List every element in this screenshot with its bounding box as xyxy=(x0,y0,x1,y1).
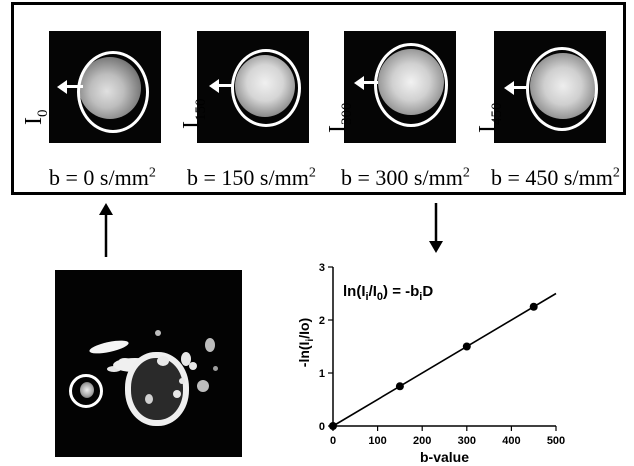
arrow-left-icon xyxy=(362,81,378,84)
arrow-left-icon xyxy=(512,86,528,89)
x-tick-label: 400 xyxy=(502,435,520,447)
fit-line xyxy=(332,292,557,427)
dwi-image-b0 xyxy=(49,31,161,143)
intensity-label-300: I300 xyxy=(325,102,355,134)
roi-circle xyxy=(374,43,448,127)
dwi-image-b150 xyxy=(197,31,309,143)
roi-circle xyxy=(526,47,598,131)
arrow-head-icon xyxy=(504,81,514,95)
x-axis-label: b-value xyxy=(420,449,469,465)
x-tick-label: 500 xyxy=(547,435,565,447)
x-tick-label: 200 xyxy=(413,435,431,447)
y-tick-label: 1 xyxy=(319,368,325,380)
arrow-head-icon xyxy=(354,76,364,90)
y-tick-label: 3 xyxy=(319,262,325,274)
image-panel-frame: I0 b = 0 s/mm2 I150 b = 150 s/mm2 I300 b… xyxy=(11,2,626,195)
arrow-down-icon xyxy=(429,203,443,253)
diffusion-chart: 0 100 200 300 400 500 0 1 2 3 b-value -ln(Ii/Io) ln(… xyxy=(296,262,565,465)
roi-circle xyxy=(69,374,103,408)
b-value-label-0: b = 0 s/mm2 xyxy=(49,165,156,190)
data-point xyxy=(329,422,337,430)
x-tick-label: 100 xyxy=(368,435,386,447)
b-value-label-300: b = 300 s/mm2 xyxy=(341,165,470,190)
arrow-up-icon xyxy=(99,203,113,257)
intensity-label-0: I0 xyxy=(21,109,51,126)
roi-circle xyxy=(77,51,149,133)
b-value-label-150: b = 150 s/mm2 xyxy=(187,165,316,190)
y-axis-label: -ln(Ii/Io) xyxy=(296,318,316,367)
arrow-left-icon xyxy=(217,84,233,87)
y-tick-label: 0 xyxy=(319,421,325,433)
x-tick-label: 0 xyxy=(330,435,336,447)
data-point xyxy=(462,342,471,351)
arrow-left-icon xyxy=(65,85,83,88)
equation-label: ln(Ii/I0) = -biD xyxy=(343,283,433,303)
arrow-head-icon xyxy=(57,80,67,94)
dwi-image-b300 xyxy=(344,31,456,143)
b-value-label-450: b = 450 s/mm2 xyxy=(491,165,620,190)
intensity-label-150: I150 xyxy=(179,98,209,130)
dwi-image-b450 xyxy=(494,31,606,143)
data-point xyxy=(395,382,404,391)
y-tick-label: 2 xyxy=(319,315,325,327)
roi-circle xyxy=(231,49,301,127)
data-point xyxy=(529,302,538,311)
mri-slice-image xyxy=(55,270,242,457)
intensity-label-450: I450 xyxy=(475,102,505,134)
x-tick-label: 300 xyxy=(458,435,476,447)
arrow-head-icon xyxy=(209,79,219,93)
